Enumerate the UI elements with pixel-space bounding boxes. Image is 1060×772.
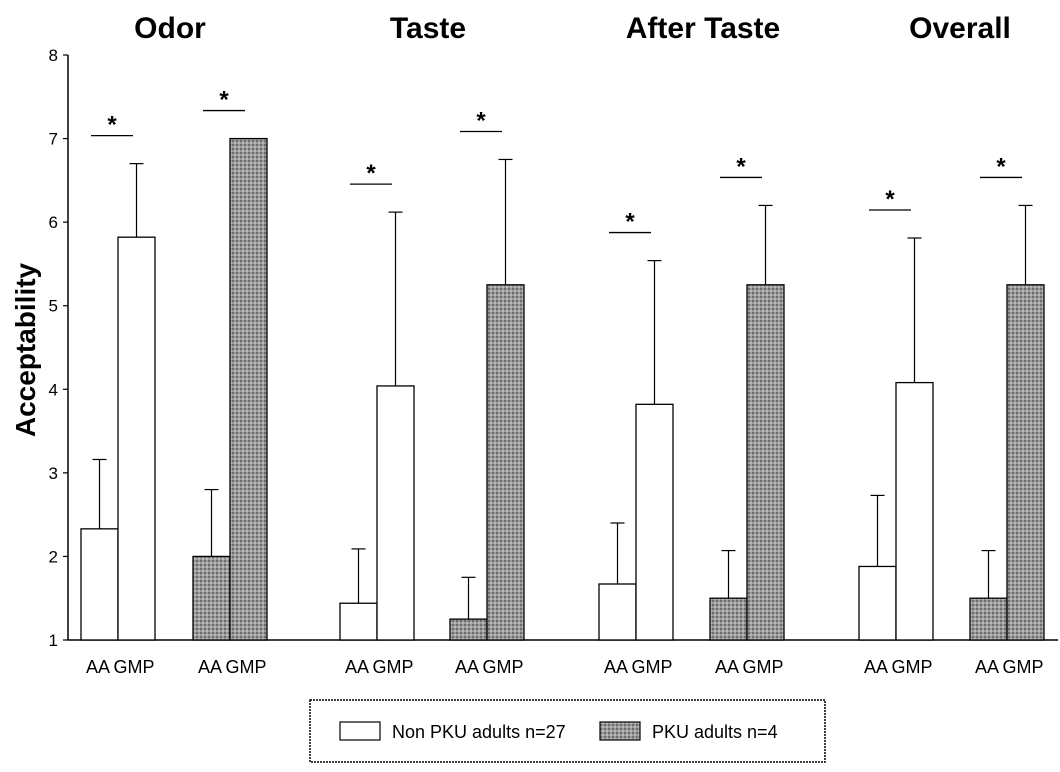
category-label: AA (345, 657, 369, 677)
y-tick-label: 7 (49, 130, 58, 149)
legend-label-pku: PKU adults n=4 (652, 722, 778, 742)
category-label: AA (604, 657, 628, 677)
significance-marker: * (476, 107, 486, 134)
y-tick-label: 4 (49, 380, 58, 399)
significance-marker: * (885, 186, 895, 213)
panel-title: Overall (909, 12, 1011, 45)
significance-marker: * (736, 153, 746, 180)
bar (339, 602, 378, 641)
y-tick-label: 6 (49, 213, 58, 232)
bar (709, 597, 748, 641)
category-label: GMP (225, 657, 266, 677)
category-label: AA (198, 657, 222, 677)
category-label: GMP (113, 657, 154, 677)
bar (1006, 284, 1045, 641)
category-label: AA (715, 657, 739, 677)
category-label: GMP (372, 657, 413, 677)
bar (635, 403, 674, 641)
bar (376, 385, 415, 641)
y-tick-label: 8 (49, 46, 58, 65)
y-tick-label: 5 (49, 297, 58, 316)
category-label: AA (86, 657, 110, 677)
panel-title: Taste (390, 12, 466, 45)
category-label: GMP (742, 657, 783, 677)
category-label: GMP (482, 657, 523, 677)
category-label: AA (864, 657, 888, 677)
legend-box (309, 699, 826, 763)
bar (895, 381, 934, 641)
bar (80, 528, 119, 641)
y-tick-label: 1 (49, 631, 58, 650)
significance-marker: * (625, 209, 635, 236)
y-tick-label: 2 (49, 547, 58, 566)
bar (598, 583, 637, 641)
panel-title: After Taste (626, 12, 780, 45)
bar (229, 137, 268, 641)
y-tick-label: 3 (49, 464, 58, 483)
category-label: GMP (1002, 657, 1043, 677)
bar (449, 618, 488, 641)
significance-marker: * (996, 153, 1006, 180)
legend-label-non-pku: Non PKU adults n=27 (392, 722, 566, 742)
bar (117, 236, 156, 641)
significance-marker: * (366, 160, 376, 187)
category-label: GMP (891, 657, 932, 677)
bar (192, 555, 231, 641)
bar (969, 597, 1008, 641)
bar (486, 284, 525, 641)
category-label: GMP (631, 657, 672, 677)
category-label: AA (975, 657, 999, 677)
y-axis-label: Acceptability (10, 262, 41, 437)
legend-swatch-non-pku (339, 721, 381, 741)
significance-marker: * (219, 87, 229, 114)
bar (858, 565, 897, 641)
panel-title: Odor (134, 12, 206, 45)
category-label: AA (455, 657, 479, 677)
significance-marker: * (107, 112, 117, 139)
bar (746, 284, 785, 641)
legend-swatch-pku (599, 721, 641, 741)
